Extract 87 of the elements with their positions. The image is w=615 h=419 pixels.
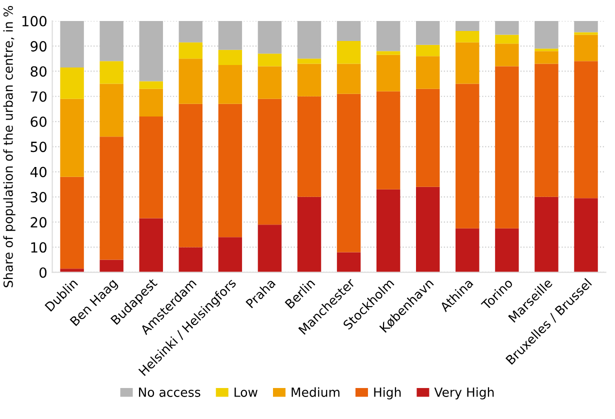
bar xyxy=(60,20,84,68)
legend-label: Very High xyxy=(434,387,494,400)
bar xyxy=(60,67,84,99)
bar xyxy=(574,20,598,32)
bar xyxy=(218,104,242,238)
bar xyxy=(60,176,84,269)
legend-label: Low xyxy=(234,388,258,397)
bar xyxy=(178,42,203,59)
bar xyxy=(534,196,558,272)
bar xyxy=(574,61,598,198)
bar xyxy=(534,51,558,64)
bar xyxy=(456,228,480,272)
bar xyxy=(336,64,361,94)
bar xyxy=(495,20,519,35)
bar xyxy=(416,88,440,187)
bar xyxy=(139,218,163,272)
bar xyxy=(297,58,322,64)
y-tick-label: 80 xyxy=(30,66,46,77)
bar xyxy=(456,31,480,42)
y-tick-label: 70 xyxy=(30,91,46,102)
bar xyxy=(336,252,361,272)
bar xyxy=(100,260,124,272)
y-tick-label: 20 xyxy=(30,217,46,228)
bar xyxy=(495,228,519,272)
bar xyxy=(376,20,400,52)
legend-label: No access xyxy=(139,388,200,397)
bar xyxy=(218,64,242,104)
y-tick-label: 10 xyxy=(31,242,46,253)
bar xyxy=(297,20,322,59)
y-axis-title: Share of population of the urban centre, in % xyxy=(3,6,16,288)
bar xyxy=(336,41,361,64)
bar xyxy=(60,268,84,272)
y-tick-label: 100 xyxy=(22,16,46,26)
bar xyxy=(574,34,598,62)
bar xyxy=(139,116,163,218)
bar xyxy=(495,34,519,44)
y-tick-label: 50 xyxy=(30,142,46,152)
bar xyxy=(139,20,163,82)
bar xyxy=(100,84,124,137)
bar xyxy=(574,198,598,272)
bar xyxy=(574,32,598,35)
bar xyxy=(258,224,282,272)
bar xyxy=(218,237,242,272)
bar xyxy=(139,88,163,116)
bar xyxy=(60,98,84,177)
bar xyxy=(336,94,361,252)
y-tick-label: 30 xyxy=(30,192,46,202)
bar xyxy=(178,104,203,248)
y-tick-label: 60 xyxy=(30,116,46,127)
bar xyxy=(376,54,400,92)
bar xyxy=(416,20,440,45)
bar xyxy=(297,96,322,197)
bar xyxy=(336,20,361,42)
bar xyxy=(100,61,124,84)
y-tick-label: 90 xyxy=(30,41,46,52)
bar xyxy=(258,66,282,99)
bar xyxy=(178,247,203,272)
bar xyxy=(534,48,558,52)
bar xyxy=(376,51,400,55)
bar xyxy=(416,56,440,89)
bar xyxy=(376,189,400,272)
legend-label: Medium xyxy=(292,387,340,397)
bar xyxy=(456,84,480,228)
legend-label: High xyxy=(374,387,401,400)
bar xyxy=(416,186,440,272)
bar xyxy=(534,64,558,197)
bar xyxy=(534,20,558,49)
y-tick-label: 0 xyxy=(39,267,46,278)
bar xyxy=(218,50,242,65)
bar xyxy=(376,91,400,190)
bar xyxy=(139,81,163,89)
bar xyxy=(258,20,282,54)
bar xyxy=(495,44,519,66)
bar xyxy=(456,20,480,32)
bar xyxy=(178,20,203,42)
bar xyxy=(258,54,282,66)
bar xyxy=(100,136,124,260)
bar xyxy=(258,98,282,225)
y-tick-label: 40 xyxy=(30,166,46,178)
bar xyxy=(218,20,242,50)
bar xyxy=(297,196,322,272)
bar xyxy=(100,20,124,62)
bar xyxy=(178,58,203,104)
bar xyxy=(297,64,322,96)
bar xyxy=(456,42,480,84)
bar xyxy=(495,66,519,228)
bar xyxy=(416,44,440,56)
